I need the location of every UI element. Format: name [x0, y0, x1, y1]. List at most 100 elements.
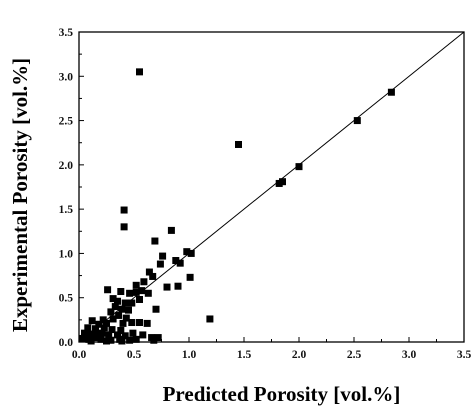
- data-point: [92, 325, 99, 333]
- data-point: [120, 206, 128, 214]
- data-point: [174, 282, 182, 290]
- data-point: [114, 297, 121, 305]
- y-tick-label: 2.0: [59, 160, 74, 172]
- plot-area: [78, 31, 465, 345]
- data-point: [132, 335, 140, 343]
- data-point: [97, 335, 105, 343]
- y-tick-label: 2.5: [59, 116, 74, 128]
- data-point: [132, 288, 140, 296]
- x-tick-label: 2.5: [347, 349, 362, 361]
- x-tick-label: 0.0: [72, 349, 87, 361]
- data-point: [117, 326, 125, 334]
- data-point: [122, 314, 130, 322]
- y-tick-labels: 0.0 0.5 1.0 1.5 2.0 2.5 3.0 3.5: [59, 27, 74, 349]
- data-point: [128, 299, 136, 307]
- y-tick-label: 3.0: [59, 71, 74, 83]
- data-point: [136, 68, 143, 76]
- data-point: [78, 334, 86, 342]
- data-point: [115, 311, 123, 319]
- data-point: [144, 289, 152, 297]
- x-tick-label: 2.0: [292, 349, 307, 361]
- data-point: [187, 249, 195, 257]
- data-point: [107, 336, 115, 344]
- y-tick-label: 0.0: [59, 337, 74, 349]
- data-point: [93, 330, 101, 338]
- x-tick-labels: 0.0 0.5 1.0 1.5 2.0 2.5 3.0 3.5: [72, 349, 472, 361]
- data-point: [121, 299, 129, 307]
- y-tick-label: 1.0: [59, 248, 74, 260]
- y-tick-label: 3.5: [59, 27, 74, 39]
- data-point: [167, 226, 175, 234]
- data-point: [98, 329, 106, 337]
- data-point: [100, 324, 108, 332]
- data-point: [151, 237, 159, 245]
- data-point: [163, 283, 171, 291]
- data-point: [117, 288, 125, 296]
- data-point: [103, 337, 110, 345]
- data-point: [107, 308, 115, 316]
- data-point: [88, 317, 96, 325]
- x-tick-label: 1.5: [237, 349, 252, 361]
- data-point: [125, 306, 132, 314]
- data-point: [114, 331, 121, 339]
- x-tick-label: 0.5: [127, 349, 142, 361]
- data-point: [121, 332, 129, 340]
- plot-frame: [78, 31, 465, 343]
- data-point: [111, 303, 119, 311]
- data-point: [150, 336, 158, 344]
- data-point: [295, 163, 303, 171]
- data-point: [136, 319, 143, 327]
- data-point: [149, 272, 157, 280]
- data-point: [95, 320, 103, 328]
- data-point: [176, 259, 184, 267]
- data-point: [126, 289, 134, 297]
- data-point: [186, 273, 194, 281]
- data-point: [103, 319, 110, 327]
- data-point: [119, 319, 127, 327]
- data-point: [81, 329, 88, 337]
- data-point: [159, 252, 167, 260]
- x-tick-label: 1.0: [182, 349, 197, 361]
- data-point: [86, 330, 94, 338]
- data-point: [156, 260, 164, 268]
- data-point: [132, 281, 140, 289]
- data-point: [143, 319, 151, 327]
- x-tick-label: 3.5: [457, 349, 472, 361]
- data-point: [120, 223, 128, 231]
- data-point: [152, 305, 160, 313]
- data-point: [118, 337, 126, 345]
- y-tick-marks: [79, 31, 84, 343]
- x-axis-title: Predicted Porosity [vol.%]: [163, 382, 401, 406]
- data-point: [138, 287, 146, 295]
- data-point: [126, 336, 134, 344]
- data-point: [154, 334, 162, 342]
- data-point: [353, 117, 361, 125]
- data-point: [109, 295, 117, 303]
- data-point: [87, 337, 95, 345]
- data-point: [136, 295, 143, 303]
- data-point: [104, 286, 112, 294]
- data-point: [99, 316, 107, 324]
- data-point: [183, 248, 191, 256]
- data-point: [279, 178, 286, 186]
- data-point: [105, 331, 113, 339]
- data-point: [129, 329, 137, 337]
- y-tick-label: 1.5: [59, 204, 74, 216]
- data-point: [387, 88, 395, 96]
- data-point: [84, 324, 92, 332]
- y-tick-label: 0.5: [59, 293, 74, 305]
- data-point: [128, 319, 136, 327]
- data-point: [172, 257, 180, 265]
- data-point: [109, 315, 117, 323]
- data-point: [118, 305, 126, 313]
- data-point: [145, 268, 153, 276]
- x-tick-label: 3.0: [402, 349, 417, 361]
- y-axis-title: Experimental Porosity [vol.%]: [8, 58, 32, 332]
- data-points: [78, 68, 395, 345]
- data-point: [108, 326, 116, 334]
- data-point: [235, 140, 242, 148]
- data-point: [139, 331, 147, 339]
- data-point: [206, 315, 214, 323]
- data-point: [140, 278, 148, 286]
